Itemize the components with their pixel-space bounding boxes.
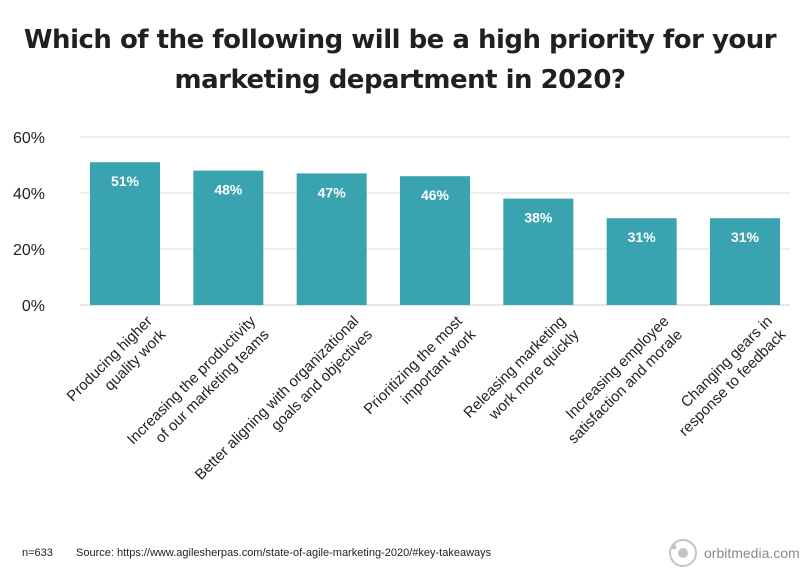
brand-watermark: orbitmedia.com bbox=[668, 538, 800, 568]
bar-value-label: 38% bbox=[524, 210, 553, 226]
chart-title: Which of the following will be a high pr… bbox=[0, 20, 800, 100]
sample-size-note: n=633 bbox=[22, 547, 53, 559]
bar-value-label: 31% bbox=[731, 229, 760, 245]
y-tick-label: 0% bbox=[22, 298, 45, 315]
bar-value-label: 51% bbox=[111, 173, 140, 189]
bar-value-label: 31% bbox=[628, 229, 657, 245]
brand-name: orbitmedia.com bbox=[704, 545, 800, 561]
y-axis-tick-labels: 0% 20% 40% 60% bbox=[13, 130, 45, 315]
bar bbox=[503, 198, 574, 305]
y-tick-label: 60% bbox=[13, 130, 45, 147]
category-label-line: Better aligning with organizational bbox=[192, 313, 363, 484]
source-note: Source: https://www.agilesherpas.com/sta… bbox=[76, 547, 492, 559]
bar bbox=[193, 170, 264, 305]
bar-value-labels: 51% 48% 47% 46% 38% 31% 31% bbox=[111, 173, 760, 245]
chart-title-line-2: marketing department in 2020? bbox=[174, 65, 627, 95]
y-tick-label: 20% bbox=[13, 242, 45, 259]
bar-value-label: 46% bbox=[421, 187, 450, 203]
bar bbox=[710, 218, 780, 305]
bar bbox=[90, 162, 160, 305]
bar-value-label: 48% bbox=[214, 182, 243, 198]
bar bbox=[400, 176, 470, 305]
bars bbox=[90, 162, 780, 305]
y-tick-label: 40% bbox=[13, 186, 45, 203]
bar bbox=[606, 218, 677, 305]
bar bbox=[296, 173, 367, 305]
bar-chart: 0% 20% 40% 60% 51% 48% 47% 46% 38% 31% 31% Produc… bbox=[13, 130, 790, 484]
bar-value-label: 47% bbox=[318, 184, 347, 200]
orbit-logo-icon bbox=[669, 539, 697, 567]
category-label-line: satisfaction and morale bbox=[565, 326, 686, 447]
chart-title-line-1: Which of the following will be a high pr… bbox=[23, 25, 777, 55]
